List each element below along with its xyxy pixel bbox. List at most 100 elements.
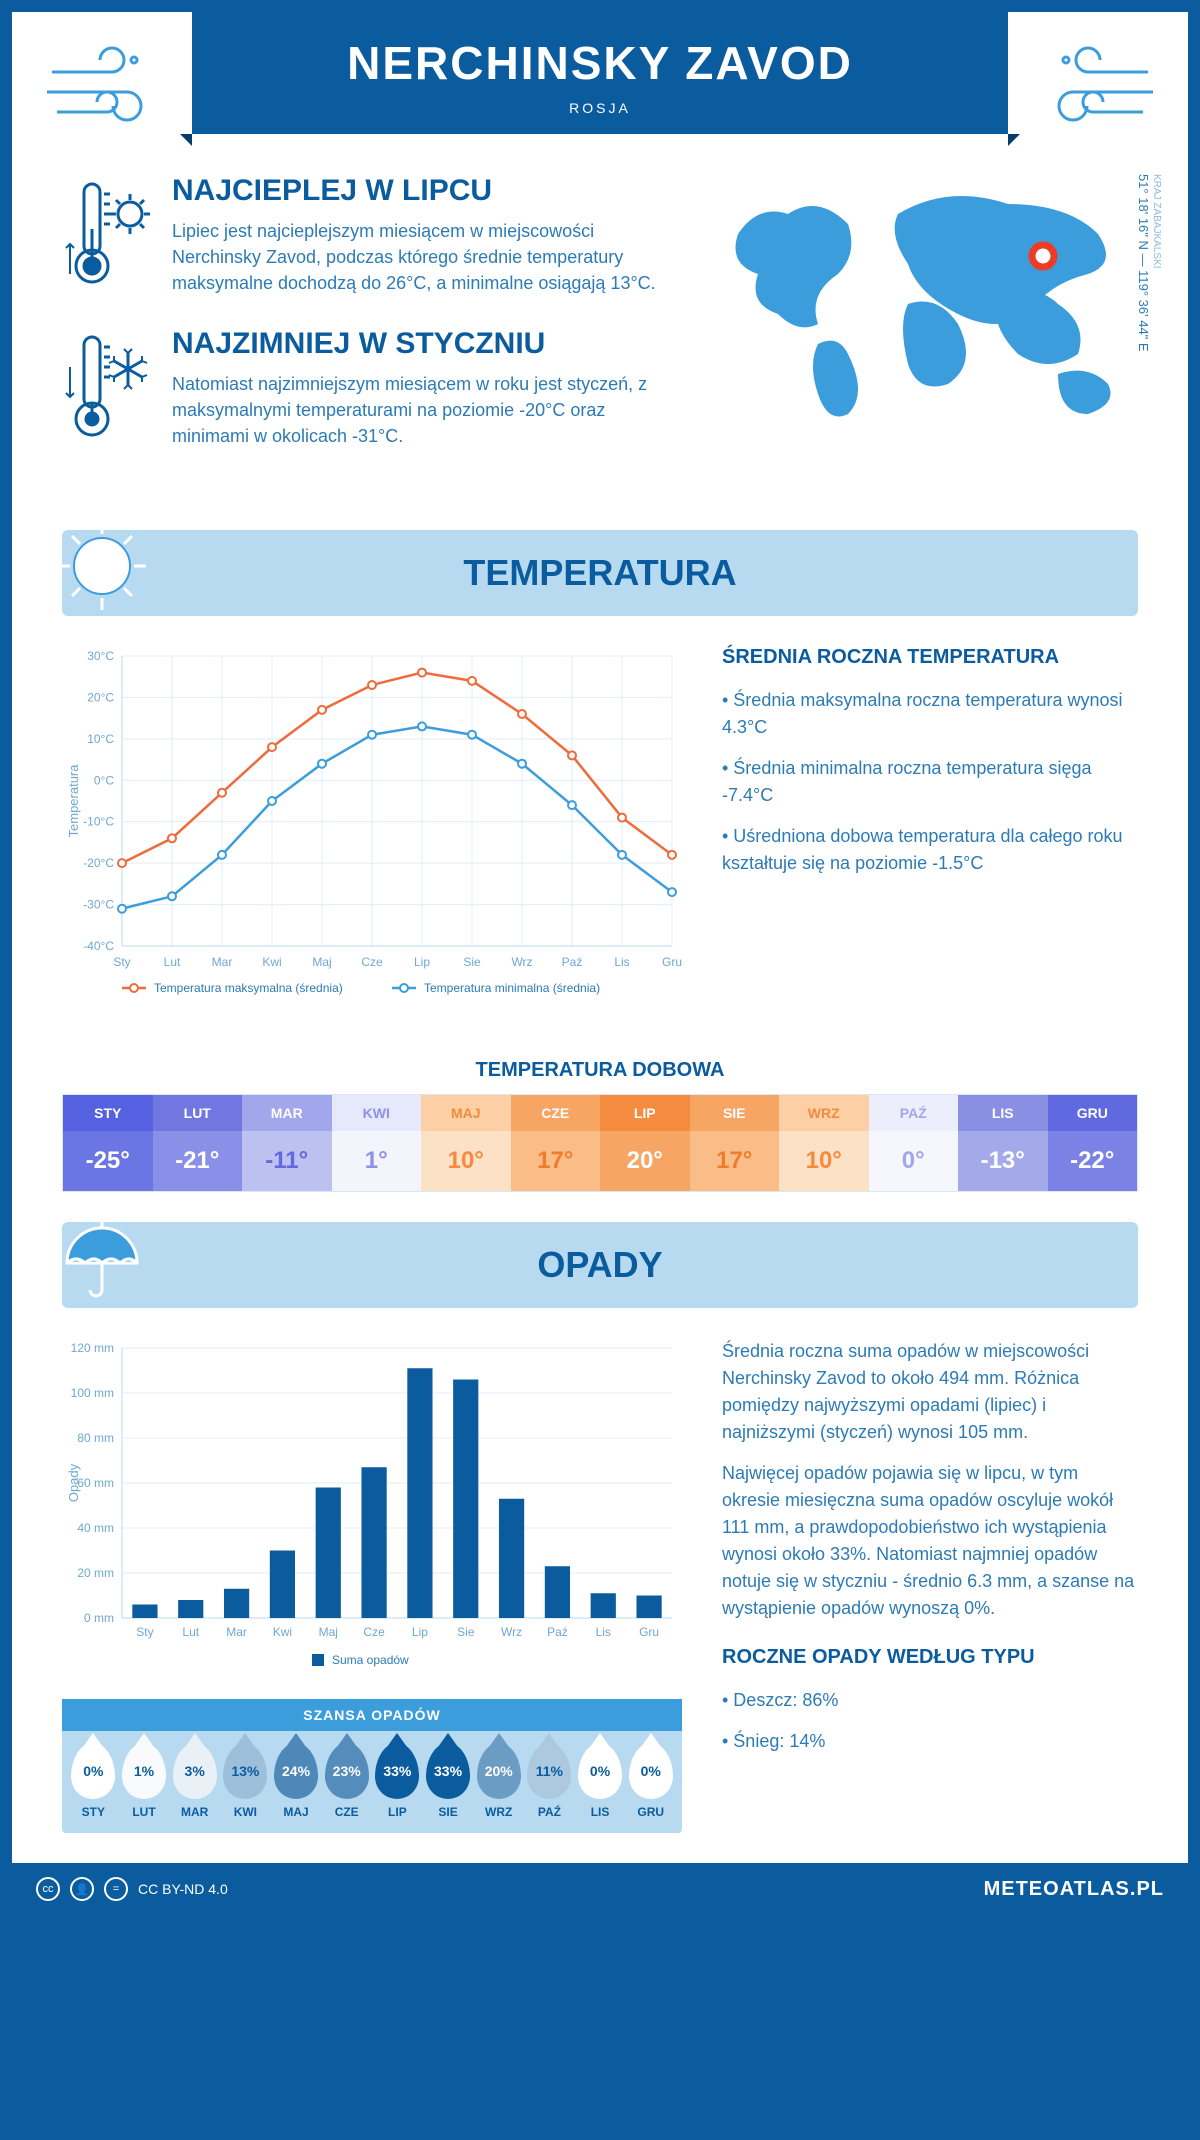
chance-drop: 20%WRZ [475,1743,522,1819]
by-icon: 👤 [70,1877,94,1901]
coldest-text: Natomiast najzimniejszym miesiącem w rok… [172,371,658,449]
daily-temperature-table: STY-25°LUT-21°MAR-11°KWI1°MAJ10°CZE17°LI… [62,1094,1138,1192]
svg-text:10°C: 10°C [87,732,114,746]
svg-text:Gru: Gru [639,1625,659,1639]
header: NERCHINSKY ZAVOD ROSJA [12,12,1188,134]
precipitation-chart: 0 mm20 mm40 mm60 mm80 mm100 mm120 mmOpad… [62,1338,682,1678]
annual-item: • Średnia minimalna roczna temperatura s… [722,755,1138,809]
temp-table-cell: MAR-11° [242,1095,332,1191]
svg-text:Lip: Lip [412,1625,428,1639]
temperature-body: -40°C-30°C-20°C-10°C0°C10°C20°C30°CStyLu… [12,616,1188,1041]
nd-icon: = [104,1877,128,1901]
svg-text:Kwi: Kwi [262,955,281,969]
svg-text:Suma opadów: Suma opadów [332,1653,409,1667]
svg-text:-20°C: -20°C [83,856,114,870]
warmest-block: NAJCIEPLEJ W LIPCU Lipiec jest najcieple… [62,174,658,299]
svg-text:Sty: Sty [136,1625,153,1639]
temp-table-cell: LIP20° [600,1095,690,1191]
temp-table-cell: PAŹ0° [869,1095,959,1191]
chance-drop: 33%LIP [374,1743,421,1819]
title-banner: NERCHINSKY ZAVOD ROSJA [192,12,1008,134]
license-block: cc 👤 = CC BY-ND 4.0 [36,1877,228,1901]
svg-text:-30°C: -30°C [83,898,114,912]
svg-text:Cze: Cze [363,1625,385,1639]
annual-item: • Średnia maksymalna roczna temperatura … [722,687,1138,741]
svg-text:Opady: Opady [66,1463,81,1502]
precipitation-title: OPADY [537,1244,662,1285]
coordinates-label: KRAJ ZABAJKALSKI 51° 18' 16" N — 119° 36… [1136,174,1162,352]
svg-text:Temperatura minimalna (średnia: Temperatura minimalna (średnia) [424,981,600,995]
svg-text:Sty: Sty [113,955,130,969]
sun-icon [52,516,152,625]
svg-text:Sie: Sie [457,1625,475,1639]
svg-text:Maj: Maj [312,955,331,969]
chance-drop: 0%GRU [627,1743,674,1819]
svg-text:80 mm: 80 mm [77,1431,114,1445]
svg-text:120 mm: 120 mm [71,1341,114,1355]
svg-text:100 mm: 100 mm [71,1386,114,1400]
precipitation-body: 0 mm20 mm40 mm60 mm80 mm100 mm120 mmOpad… [12,1308,1188,1863]
temp-table-cell: CZE17° [511,1095,601,1191]
svg-text:Lis: Lis [614,955,629,969]
svg-text:Wrz: Wrz [501,1625,522,1639]
page: NERCHINSKY ZAVOD ROSJA NAJCIEPLEJ W LIPC… [12,12,1188,1915]
footer: cc 👤 = CC BY-ND 4.0 METEOATLAS.PL [12,1863,1188,1915]
temp-table-cell: MAJ10° [421,1095,511,1191]
precipitation-section-header: OPADY [62,1222,1138,1308]
chance-drop: 23%CZE [323,1743,370,1819]
thermometer-snow-icon [62,327,152,452]
coldest-block: NAJZIMNIEJ W STYCZNIU Natomiast najzimni… [62,327,658,452]
svg-text:Paź: Paź [547,1625,568,1639]
temp-table-cell: KWI1° [332,1095,422,1191]
temperature-section-header: TEMPERATURA [62,530,1138,616]
svg-text:Paź: Paź [562,955,583,969]
chance-row: 0%STY1%LUT3%MAR13%KWI24%MAJ23%CZE33%LIP3… [62,1731,682,1823]
svg-text:20 mm: 20 mm [77,1566,114,1580]
svg-text:30°C: 30°C [87,649,114,663]
chance-drop: 0%LIS [577,1743,624,1819]
chance-drop: 3%MAR [171,1743,218,1819]
intro-section: NAJCIEPLEJ W LIPCU Lipiec jest najcieple… [12,134,1188,510]
svg-text:Mar: Mar [212,955,233,969]
precip-summary-1: Średnia roczna suma opadów w miejscowośc… [722,1338,1138,1446]
warmest-title: NAJCIEPLEJ W LIPCU [172,174,658,208]
warmest-text: Lipiec jest najcieplejszym miesiącem w m… [172,218,658,296]
precipitation-chart-column: 0 mm20 mm40 mm60 mm80 mm100 mm120 mmOpad… [62,1338,682,1833]
annual-title: ŚREDNIA ROCZNA TEMPERATURA [722,646,1138,669]
svg-text:Temperatura: Temperatura [66,764,81,838]
annual-item: • Uśredniona dobowa temperatura dla całe… [722,823,1138,877]
precip-type-snow: • Śnieg: 14% [722,1728,1138,1755]
precip-type-rain: • Deszcz: 86% [722,1687,1138,1714]
svg-text:Cze: Cze [361,955,383,969]
precipitation-text-column: Średnia roczna suma opadów w miejscowośc… [722,1338,1138,1833]
chance-title: SZANSA OPADÓW [62,1699,682,1731]
site-name: METEOATLAS.PL [984,1878,1164,1901]
precip-summary-2: Najwięcej opadów pojawia się w lipcu, w … [722,1460,1138,1622]
umbrella-icon [52,1208,152,1317]
chance-drop: 33%SIE [425,1743,472,1819]
wind-icon [1038,42,1158,137]
precip-by-type-title: ROCZNE OPADY WEDŁUG TYPU [722,1646,1138,1669]
map-area: KRAJ ZABAJKALSKI 51° 18' 16" N — 119° 36… [698,174,1138,480]
intro-text-column: NAJCIEPLEJ W LIPCU Lipiec jest najcieple… [62,174,658,480]
region-name: KRAJ ZABAJKALSKI [1151,174,1162,346]
svg-text:60 mm: 60 mm [77,1476,114,1490]
location-marker [1032,245,1054,267]
svg-text:Mar: Mar [226,1625,247,1639]
temp-table-cell: GRU-22° [1048,1095,1138,1191]
chance-drop: 11%PAŹ [526,1743,573,1819]
chance-drop: 13%KWI [222,1743,269,1819]
svg-text:0°C: 0°C [94,773,114,787]
svg-text:-40°C: -40°C [83,939,114,953]
svg-text:Temperatura maksymalna (średni: Temperatura maksymalna (średnia) [154,981,343,995]
country-label: ROSJA [192,100,1008,116]
temp-table-cell: LIS-13° [958,1095,1048,1191]
svg-text:Kwi: Kwi [273,1625,292,1639]
svg-text:Sie: Sie [463,955,481,969]
chance-drop: 0%STY [70,1743,117,1819]
precipitation-chance-box: SZANSA OPADÓW 0%STY1%LUT3%MAR13%KWI24%MA… [62,1699,682,1833]
temperature-title: TEMPERATURA [463,552,736,593]
svg-text:-10°C: -10°C [83,815,114,829]
svg-text:Gru: Gru [662,955,682,969]
chance-drop: 1%LUT [121,1743,168,1819]
